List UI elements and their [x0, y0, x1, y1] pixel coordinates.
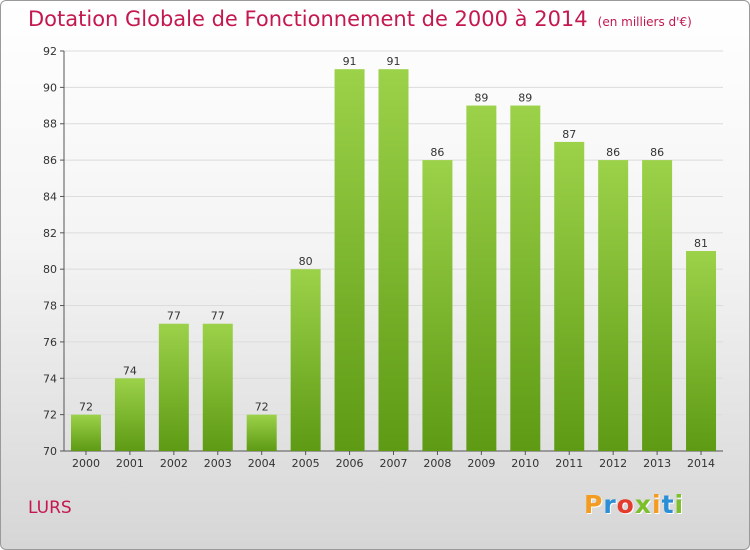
- y-tick-label: 74: [43, 372, 57, 385]
- data-label-2005: 80: [299, 255, 313, 268]
- data-label-2008: 86: [430, 146, 444, 159]
- bar-2012: [598, 160, 629, 451]
- bar-2005: [290, 269, 321, 451]
- data-label-2007: 91: [387, 55, 401, 68]
- logo-letter: P: [584, 490, 604, 519]
- logo-letter: t: [661, 490, 675, 519]
- place-name: LURS: [28, 498, 72, 518]
- bar-2006: [334, 69, 365, 451]
- y-tick-label: 70: [43, 445, 57, 458]
- chart-title: Dotation Globale de Fonctionnement de 20…: [28, 7, 692, 31]
- x-tick-label-2013: 2013: [643, 457, 671, 470]
- x-tick-label-2008: 2008: [423, 457, 451, 470]
- data-label-2001: 74: [123, 364, 137, 377]
- y-tick-label: 72: [43, 409, 57, 422]
- x-tick-label-2011: 2011: [555, 457, 583, 470]
- y-tick-label: 76: [43, 336, 57, 349]
- data-label-2006: 91: [343, 55, 357, 68]
- logo-letter: i: [652, 490, 662, 519]
- bar-2013: [642, 160, 673, 451]
- data-label-2013: 86: [650, 146, 664, 159]
- y-tick-label: 92: [43, 45, 57, 58]
- x-tick-label-2009: 2009: [467, 457, 495, 470]
- y-tick-label: 90: [43, 81, 57, 94]
- bar-2000: [70, 414, 101, 451]
- bar-2007: [378, 69, 409, 451]
- x-tick-label-2007: 2007: [380, 457, 408, 470]
- x-tick-label-2001: 2001: [116, 457, 144, 470]
- y-tick-label: 80: [43, 263, 57, 276]
- x-tick-label-2005: 2005: [292, 457, 320, 470]
- logo-letter: x: [634, 490, 652, 519]
- bar-2002: [158, 323, 189, 451]
- bar-2011: [554, 141, 585, 451]
- bar-2009: [466, 105, 497, 451]
- data-label-2014: 81: [694, 237, 708, 250]
- data-label-2000: 72: [79, 401, 93, 414]
- bar-2010: [510, 105, 541, 451]
- chart-subtitle: (en milliers d'€): [597, 15, 692, 29]
- y-tick-label: 84: [43, 190, 57, 203]
- x-tick-label-2014: 2014: [687, 457, 715, 470]
- data-label-2002: 77: [167, 310, 181, 323]
- bar-2001: [114, 378, 145, 451]
- y-tick-label: 82: [43, 227, 57, 240]
- x-tick-label-2004: 2004: [248, 457, 276, 470]
- y-tick-label: 78: [43, 300, 57, 313]
- data-label-2011: 87: [562, 128, 576, 141]
- data-label-2003: 77: [211, 310, 225, 323]
- x-tick-label-2006: 2006: [336, 457, 364, 470]
- logo-letter: o: [616, 490, 635, 519]
- x-tick-label-2002: 2002: [160, 457, 188, 470]
- x-tick-label-2012: 2012: [599, 457, 627, 470]
- logo-letter: i: [674, 490, 685, 519]
- data-label-2010: 89: [518, 92, 532, 105]
- x-tick-label-2003: 2003: [204, 457, 232, 470]
- data-label-2004: 72: [255, 401, 269, 414]
- x-tick-label-2010: 2010: [511, 457, 539, 470]
- bar-2003: [202, 323, 233, 451]
- chart-title-text: Dotation Globale de Fonctionnement de 20…: [28, 7, 588, 31]
- y-tick-label: 88: [43, 118, 57, 131]
- bar-2004: [246, 414, 277, 451]
- bar-2014: [686, 251, 717, 451]
- bar-2008: [422, 160, 453, 451]
- data-labels: 72 74 77 77 72 80 91 91 86 89 89 87 86 86 81: [79, 55, 708, 413]
- y-tick-label: 86: [43, 154, 57, 167]
- data-label-2009: 89: [474, 92, 488, 105]
- bars: [70, 69, 717, 451]
- data-label-2012: 86: [606, 146, 620, 159]
- logo-letter: r: [603, 490, 617, 519]
- x-tick-label-2000: 2000: [72, 457, 100, 470]
- proxiti-logo: Proxiti: [584, 490, 684, 519]
